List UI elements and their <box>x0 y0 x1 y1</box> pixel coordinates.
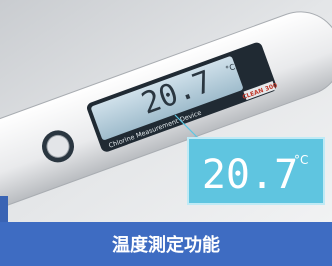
callout-unit: °C <box>294 153 308 167</box>
callout-reading: 20.7 <box>202 152 298 198</box>
product-card: 20.7 °C Chlorine Measurement Device CLEA… <box>0 0 332 266</box>
product-image: 20.7 °C Chlorine Measurement Device CLEA… <box>0 0 332 266</box>
banner-title: 温度測定功能 <box>112 234 220 256</box>
side-label <box>0 196 8 222</box>
